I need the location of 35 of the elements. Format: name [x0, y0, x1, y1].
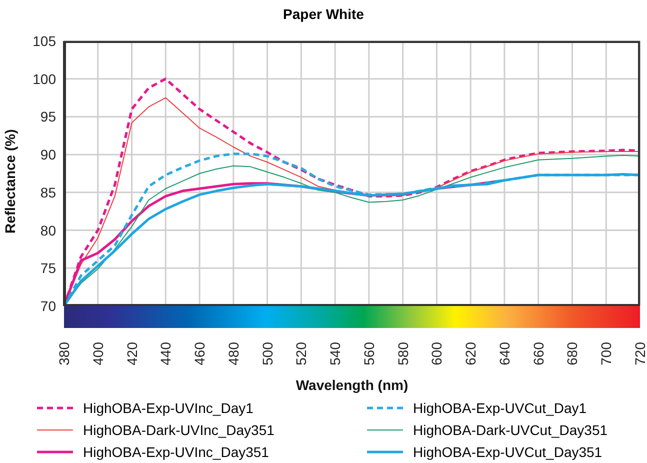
y-tick-label: 75 — [40, 260, 56, 276]
y-tick-label: 100 — [32, 70, 56, 87]
x-tick-label: 680 — [564, 342, 580, 366]
x-tick-label: 500 — [259, 342, 276, 366]
x-tick-label: 420 — [124, 342, 140, 366]
legend-label: HighOBA-Exp-UVCut_Day1 — [413, 400, 587, 416]
x-tick-label: 480 — [225, 342, 242, 366]
legend-label: HighOBA-Exp-UVInc_Day351 — [83, 444, 269, 460]
legend-label: HighOBA-Dark-UVInc_Day351 — [83, 422, 274, 438]
y-tick-label: 70 — [40, 298, 56, 314]
x-tick-label: 400 — [90, 342, 106, 366]
x-tick-label: 540 — [327, 342, 344, 366]
x-tick-label: 720 — [632, 342, 647, 366]
x-tick-label: 440 — [158, 342, 174, 366]
x-tick-label: 380 — [56, 342, 72, 366]
y-tick-label: 80 — [40, 222, 56, 238]
x-tick-label: 600 — [428, 342, 445, 366]
x-tick-label: 620 — [462, 342, 479, 366]
y-tick-label: 105 — [32, 32, 56, 49]
x-tick-label: 700 — [598, 342, 614, 366]
legend-label: HighOBA-Exp-UVCut_Day351 — [413, 444, 602, 460]
x-tick-label: 660 — [530, 342, 546, 366]
y-tick-label: 85 — [40, 184, 56, 200]
y-tick-label: 90 — [40, 146, 56, 163]
x-tick-label: 640 — [496, 342, 512, 366]
x-axis-title: Wavelength (nm) — [296, 377, 408, 393]
legend-label: HighOBA-Dark-UVCut_Day351 — [413, 422, 608, 438]
x-tick-label: 560 — [360, 342, 377, 366]
chart-title: Paper White — [282, 6, 365, 22]
x-tick-label: 520 — [293, 342, 310, 366]
x-tick-label: 460 — [192, 342, 208, 366]
legend-label: HighOBA-Exp-UVInc_Day1 — [83, 400, 254, 416]
y-axis-title: Reflectance (%) — [2, 129, 18, 234]
x-tick-label: 580 — [394, 342, 411, 366]
y-tick-label: 95 — [40, 108, 56, 125]
